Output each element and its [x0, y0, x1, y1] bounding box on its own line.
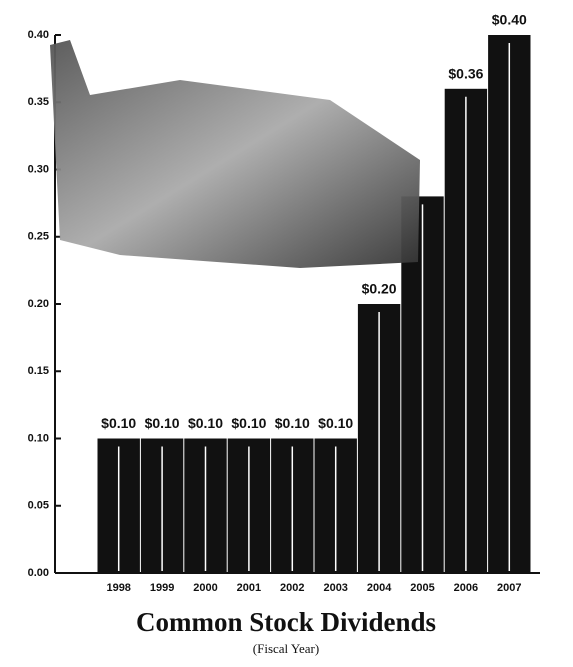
x-tick-label: 2002: [280, 582, 304, 594]
value-label-bg: [141, 414, 183, 435]
y-tick-label: 0.25: [28, 231, 49, 243]
value-label: $0.36: [448, 66, 483, 82]
y-tick-label: 0.40: [28, 29, 49, 41]
value-label-bg: [488, 11, 530, 31]
value-label: $0.10: [231, 415, 266, 431]
x-tick-label: 2007: [497, 582, 521, 594]
value-label: $0.10: [188, 415, 223, 431]
value-label: $0.10: [101, 415, 136, 431]
y-tick-label: 0.10: [28, 432, 49, 444]
x-tick-label: 1998: [106, 582, 130, 594]
value-label: $0.10: [275, 415, 310, 431]
value-label: $0.20: [362, 281, 397, 297]
value-label: $0.40: [492, 12, 527, 28]
y-tick-label: 0.20: [28, 298, 49, 310]
x-tick-label: 2005: [410, 582, 434, 594]
value-label-bg: [315, 414, 357, 435]
x-tick-label: 2001: [237, 582, 261, 594]
y-tick-label: 0.05: [28, 500, 49, 512]
value-label: $0.10: [145, 415, 180, 431]
value-label-bg: [98, 414, 140, 435]
value-label-bg: [358, 280, 400, 300]
y-tick-label: 0.30: [28, 163, 49, 175]
y-tick-label: 0.35: [28, 96, 49, 108]
photo: [50, 40, 420, 268]
x-tick-label: 2004: [367, 582, 392, 594]
x-tick-label: 2003: [323, 582, 347, 594]
y-tick-label: 0.00: [28, 567, 49, 579]
y-tick-label: 0.15: [28, 365, 49, 377]
chart-subtitle: (Fiscal Year): [253, 641, 319, 656]
value-label-bg: [445, 64, 487, 85]
value-label-bg: [184, 414, 227, 435]
x-tick-label: 1999: [150, 582, 174, 594]
x-tick-label: 2006: [454, 582, 478, 594]
value-label-bg: [228, 414, 270, 435]
chart-title: Common Stock Dividends: [136, 607, 436, 637]
value-label: $0.10: [318, 415, 353, 431]
x-tick-label: 2000: [193, 582, 217, 594]
value-label-bg: [271, 414, 313, 435]
